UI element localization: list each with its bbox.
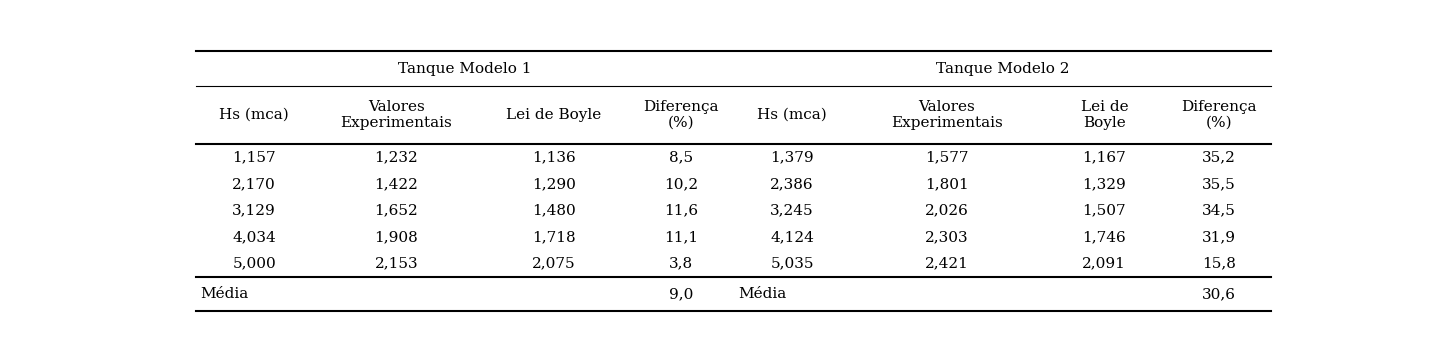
Text: 3,129: 3,129 bbox=[232, 204, 276, 218]
Text: 2,153: 2,153 bbox=[375, 256, 418, 270]
Text: Tanque Modelo 1: Tanque Modelo 1 bbox=[398, 62, 531, 76]
Text: 1,801: 1,801 bbox=[924, 177, 969, 191]
Text: 4,124: 4,124 bbox=[770, 230, 814, 244]
Text: 1,718: 1,718 bbox=[532, 230, 575, 244]
Text: 2,026: 2,026 bbox=[924, 204, 969, 218]
Text: Valores
Experimentais: Valores Experimentais bbox=[892, 100, 1003, 130]
Text: 1,379: 1,379 bbox=[770, 150, 814, 164]
Text: 2,091: 2,091 bbox=[1082, 256, 1126, 270]
Text: 1,746: 1,746 bbox=[1082, 230, 1126, 244]
Text: 11,1: 11,1 bbox=[664, 230, 698, 244]
Text: 1,290: 1,290 bbox=[532, 177, 577, 191]
Text: 1,507: 1,507 bbox=[1082, 204, 1126, 218]
Text: 1,422: 1,422 bbox=[375, 177, 418, 191]
Text: 1,157: 1,157 bbox=[232, 150, 276, 164]
Text: 2,170: 2,170 bbox=[232, 177, 276, 191]
Text: 4,034: 4,034 bbox=[232, 230, 276, 244]
Text: Diferença
(%): Diferença (%) bbox=[643, 100, 718, 130]
Text: 2,075: 2,075 bbox=[532, 256, 575, 270]
Text: 1,232: 1,232 bbox=[375, 150, 418, 164]
Text: 1,577: 1,577 bbox=[924, 150, 969, 164]
Text: Tanque Modelo 2: Tanque Modelo 2 bbox=[936, 62, 1069, 76]
Text: Média: Média bbox=[738, 287, 786, 301]
Text: 2,386: 2,386 bbox=[770, 177, 814, 191]
Text: Lei de Boyle: Lei de Boyle bbox=[507, 108, 601, 122]
Text: 2,421: 2,421 bbox=[924, 256, 969, 270]
Text: 1,136: 1,136 bbox=[532, 150, 575, 164]
Text: 3,8: 3,8 bbox=[668, 256, 693, 270]
Text: 11,6: 11,6 bbox=[664, 204, 698, 218]
Text: 5,035: 5,035 bbox=[770, 256, 814, 270]
Text: 34,5: 34,5 bbox=[1202, 204, 1235, 218]
Text: 5,000: 5,000 bbox=[232, 256, 276, 270]
Text: Média: Média bbox=[200, 287, 248, 301]
Text: Hs (mca): Hs (mca) bbox=[757, 108, 827, 122]
Text: 30,6: 30,6 bbox=[1202, 287, 1236, 301]
Text: 1,480: 1,480 bbox=[532, 204, 575, 218]
Text: 1,329: 1,329 bbox=[1082, 177, 1126, 191]
Text: 1,908: 1,908 bbox=[375, 230, 418, 244]
Text: Valores
Experimentais: Valores Experimentais bbox=[341, 100, 452, 130]
Text: 3,245: 3,245 bbox=[770, 204, 814, 218]
Text: 1,167: 1,167 bbox=[1082, 150, 1126, 164]
Text: 2,303: 2,303 bbox=[924, 230, 969, 244]
Text: 15,8: 15,8 bbox=[1202, 256, 1235, 270]
Text: Hs (mca): Hs (mca) bbox=[219, 108, 289, 122]
Text: 31,9: 31,9 bbox=[1202, 230, 1236, 244]
Text: 35,2: 35,2 bbox=[1202, 150, 1235, 164]
Text: 1,652: 1,652 bbox=[375, 204, 418, 218]
Text: Diferença
(%): Diferença (%) bbox=[1181, 100, 1256, 130]
Text: 35,5: 35,5 bbox=[1202, 177, 1235, 191]
Text: 9,0: 9,0 bbox=[668, 287, 693, 301]
Text: 8,5: 8,5 bbox=[668, 150, 693, 164]
Text: Lei de
Boyle: Lei de Boyle bbox=[1080, 100, 1128, 130]
Text: 10,2: 10,2 bbox=[664, 177, 698, 191]
